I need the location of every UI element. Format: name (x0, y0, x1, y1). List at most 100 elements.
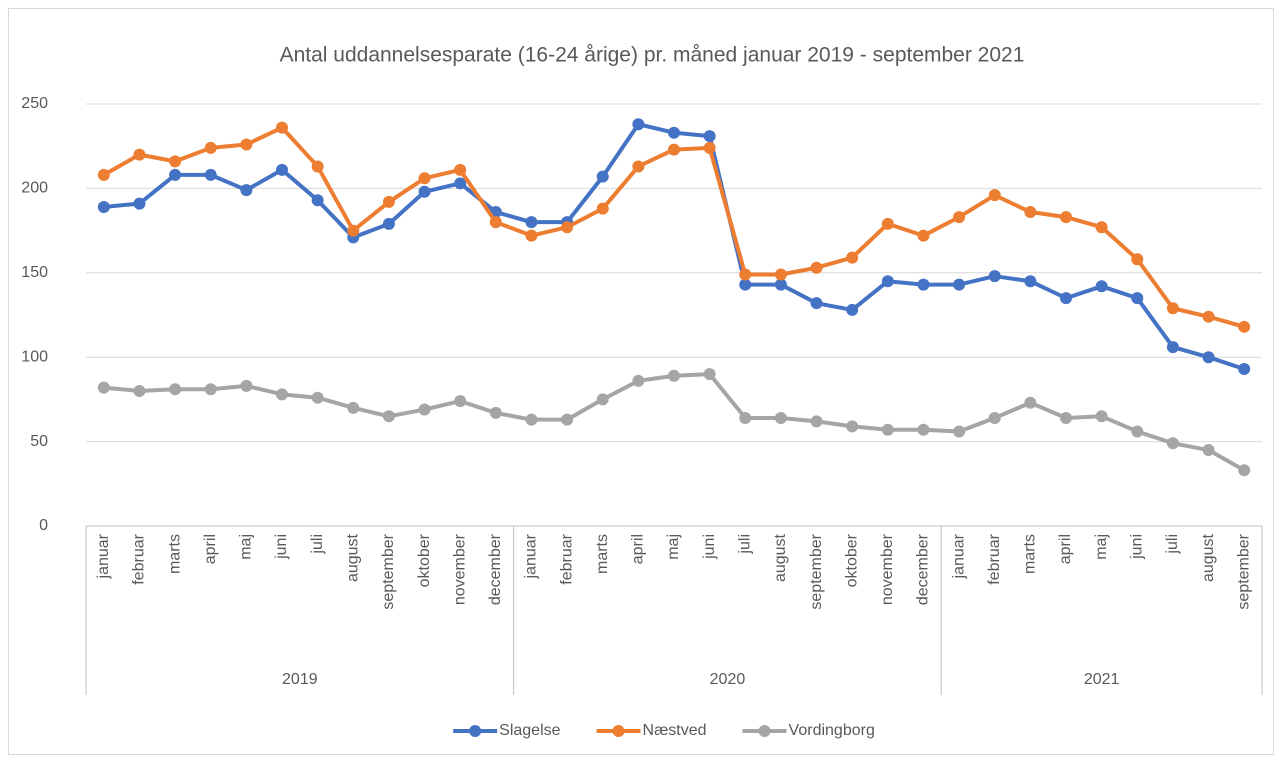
data-point (1238, 320, 1251, 333)
data-point (311, 160, 324, 173)
x-tick-label: oktober (416, 533, 433, 587)
x-tick-label: november (451, 533, 468, 605)
x-tick-label: august (1200, 533, 1217, 582)
group-label: 2019 (282, 671, 318, 688)
data-point (169, 155, 182, 168)
x-tick-label: juni (701, 534, 718, 560)
data-point (1202, 310, 1215, 323)
data-point (810, 415, 823, 428)
data-point (1238, 464, 1251, 477)
data-point (953, 211, 966, 224)
y-tick-label: 50 (30, 433, 48, 450)
data-point (382, 217, 395, 230)
x-tick-label: februar (986, 533, 1003, 584)
data-point (347, 401, 360, 414)
data-point (596, 393, 609, 406)
data-point (1095, 410, 1108, 423)
data-point (917, 278, 930, 291)
x-tick-label: august (344, 533, 361, 582)
x-tick-label: januar (523, 533, 540, 579)
y-tick-label: 150 (21, 264, 48, 281)
data-point (240, 138, 253, 151)
data-point (632, 374, 645, 387)
data-point (1131, 425, 1144, 438)
data-point (988, 270, 1001, 283)
legend-label: Slagelse (499, 722, 560, 739)
x-tick-label: maj (238, 534, 255, 560)
data-point (276, 388, 288, 401)
x-tick-label: december (487, 533, 504, 605)
data-point (489, 216, 502, 229)
data-point (881, 217, 894, 230)
x-tick-label: februar (558, 533, 575, 584)
data-point (1024, 275, 1037, 288)
data-point (739, 411, 752, 424)
data-point (703, 141, 716, 154)
data-point (1131, 292, 1144, 305)
legend-label: Næstved (643, 722, 707, 739)
data-point (169, 168, 182, 181)
x-tick-label: april (630, 534, 647, 564)
data-point (525, 229, 538, 242)
data-point (1202, 444, 1215, 457)
data-point (1131, 253, 1144, 266)
legend-label: Vordingborg (789, 722, 875, 739)
data-point (276, 163, 288, 176)
data-point (881, 275, 894, 288)
data-point (739, 278, 752, 291)
x-tick-label: august (772, 533, 789, 582)
data-point (454, 163, 467, 176)
data-point (525, 413, 538, 426)
legend-marker (758, 725, 771, 737)
x-tick-label: januar (95, 533, 112, 579)
data-point (703, 368, 716, 381)
x-tick-label: maj (1093, 534, 1110, 560)
data-point (668, 143, 680, 156)
data-point (169, 383, 182, 396)
data-point (774, 278, 787, 291)
data-point (133, 384, 146, 397)
data-point (1166, 341, 1179, 354)
data-point (774, 268, 787, 281)
data-point (632, 160, 645, 173)
data-point (846, 303, 859, 316)
data-point (489, 406, 502, 419)
data-point (596, 170, 609, 183)
data-point (810, 261, 823, 274)
data-point (204, 383, 217, 396)
data-point (810, 297, 823, 310)
y-tick-label: 100 (21, 348, 48, 365)
data-point (1166, 437, 1179, 450)
data-point (596, 202, 609, 215)
x-tick-label: september (1235, 533, 1252, 609)
x-tick-label: november (879, 533, 896, 605)
group-label: 2021 (1084, 671, 1120, 688)
data-point (739, 268, 752, 281)
x-tick-label: september (380, 533, 397, 609)
x-tick-label: juli (736, 534, 753, 555)
data-point (418, 403, 431, 416)
data-point (953, 278, 966, 291)
data-point (382, 410, 395, 423)
data-point (1095, 280, 1108, 293)
x-tick-label: juli (1164, 534, 1181, 555)
data-point (1238, 363, 1251, 376)
data-point (846, 420, 859, 433)
y-tick-label: 200 (21, 180, 48, 197)
legend: Slagelse Næstved Vordingborg (453, 722, 875, 739)
x-tick-label: marts (1022, 534, 1039, 574)
x-tick-label: oktober (843, 533, 860, 587)
data-point (988, 189, 1001, 202)
data-point (525, 216, 538, 229)
data-point (953, 425, 966, 438)
x-tick-label: april (1057, 534, 1074, 564)
x-tick-label: april (202, 534, 219, 564)
data-point (133, 197, 146, 210)
data-point (311, 194, 324, 207)
data-point (204, 168, 217, 181)
data-point (240, 184, 253, 197)
legend-marker (469, 725, 482, 737)
data-point (97, 200, 110, 213)
data-point (668, 126, 680, 139)
